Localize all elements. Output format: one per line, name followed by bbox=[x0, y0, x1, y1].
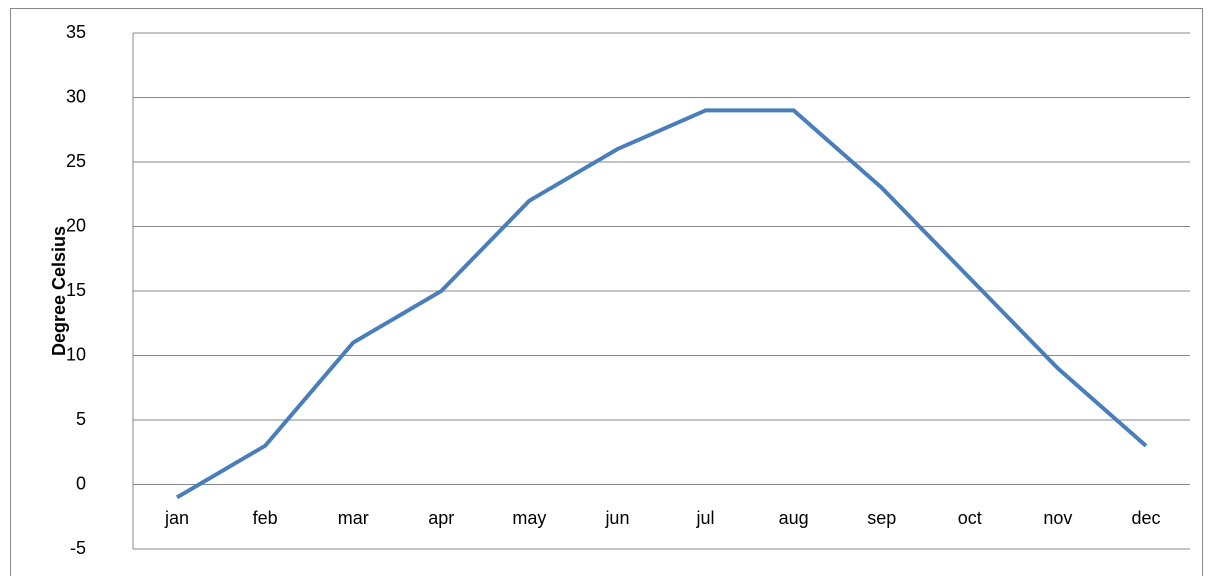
chart-frame bbox=[10, 8, 1203, 576]
y-tick-label: -5 bbox=[70, 538, 86, 558]
x-tick-label: nov bbox=[1043, 508, 1072, 528]
x-tick-label: dec bbox=[1131, 508, 1160, 528]
x-tick-label: apr bbox=[428, 508, 454, 528]
y-tick-label: 0 bbox=[76, 473, 86, 493]
y-axis-label: Degree Celsius bbox=[49, 226, 69, 356]
y-tick-label: 30 bbox=[66, 86, 86, 106]
x-tick-label: aug bbox=[779, 508, 809, 528]
y-tick-label: 20 bbox=[66, 215, 86, 235]
y-tick-label: 15 bbox=[66, 280, 86, 300]
line bbox=[176, 108, 1148, 500]
x-tick-label: may bbox=[512, 508, 546, 528]
y-tick-label: 35 bbox=[66, 22, 86, 42]
x-tick-label: jan bbox=[164, 508, 189, 528]
x-tick-label: oct bbox=[958, 508, 982, 528]
x-tick-label: jul bbox=[696, 508, 715, 528]
y-tick-label: 10 bbox=[66, 344, 86, 364]
x-tick-label: sep bbox=[867, 508, 896, 528]
x-tick-label: feb bbox=[253, 508, 278, 528]
y-tick-label: 5 bbox=[76, 409, 86, 429]
x-tick-label: jun bbox=[604, 508, 629, 528]
x-tick-label: mar bbox=[338, 508, 369, 528]
y-tick-label: 25 bbox=[66, 151, 86, 171]
